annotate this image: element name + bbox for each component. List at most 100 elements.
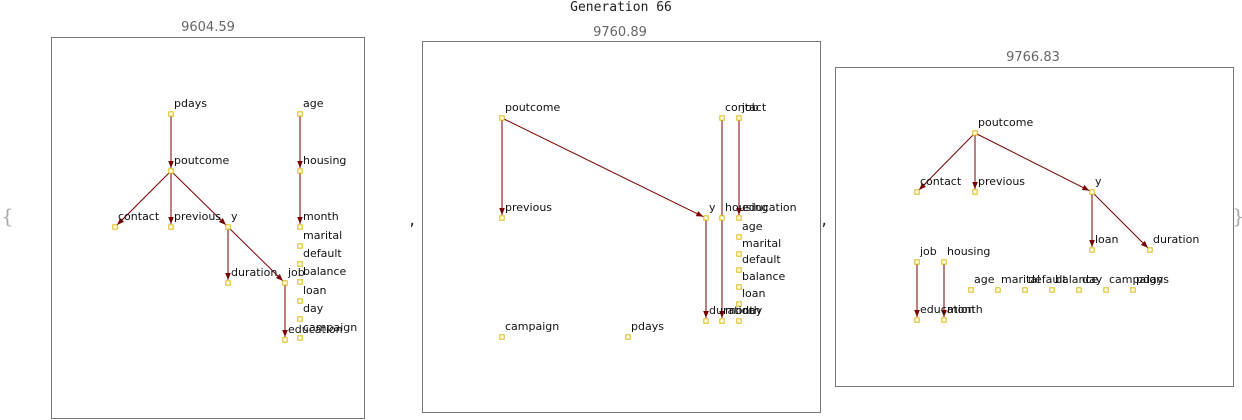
node-label-housing: housing: [303, 154, 346, 167]
edge-poutcome-to-contact: [116, 170, 172, 226]
node-pdays: [625, 334, 631, 340]
node-loan: [1089, 247, 1095, 253]
node-label-poutcome: poutcome: [505, 101, 560, 114]
node-housing: [719, 215, 725, 221]
node-label-previous: previous: [174, 210, 221, 223]
node-age: [297, 111, 303, 117]
node-label-poutcome: poutcome: [174, 154, 229, 167]
node-campaign: [1103, 287, 1109, 293]
node-label-y: y: [1095, 175, 1102, 188]
node-poutcome: [499, 115, 505, 121]
panel-2-score: 9760.89: [593, 25, 647, 40]
node-label-y: y: [709, 201, 716, 214]
node-contact: [914, 189, 920, 195]
edge-poutcome-to-y: [974, 132, 1090, 192]
generation-title: Generation 66: [570, 0, 672, 15]
separator-comma-1: ,: [408, 213, 417, 229]
network-panel-1: pdays age poutcome housing contact previous y m…: [51, 37, 365, 419]
node-label-month: month: [947, 303, 983, 316]
node-housing: [297, 168, 303, 174]
edge-y-to-job: [227, 226, 284, 282]
node-label-job: job: [741, 101, 759, 114]
node-label-duration: duration: [1153, 233, 1199, 246]
node-label-duration: duration: [231, 266, 277, 279]
node-previous: [168, 224, 174, 230]
node-loan: [297, 298, 303, 304]
node-label-contact: contact: [920, 175, 962, 188]
node-job: [736, 115, 742, 121]
separator-comma-2: ,: [820, 213, 829, 229]
network-panel-3: poutcome contact previous y loan duration job h…: [835, 67, 1234, 387]
node-label-campaign: campaign: [505, 320, 559, 333]
panel-3-frame: [835, 67, 1234, 387]
node-education: [914, 317, 920, 323]
node-label-poutcome: poutcome: [978, 116, 1033, 129]
node-duration: [703, 318, 709, 324]
node-label-pdays: pdays: [1136, 273, 1169, 286]
node-label-default: default: [1028, 273, 1067, 286]
node-label-pdays: pdays: [631, 320, 664, 333]
panel-2-frame: [422, 41, 821, 413]
node-label-contact: contact: [118, 210, 160, 223]
node-balance: [297, 279, 303, 285]
node-contact: [112, 224, 118, 230]
node-label-balance: balance: [1055, 273, 1099, 286]
node-education: [736, 215, 742, 221]
node-label-job: job: [919, 245, 937, 258]
edge-poutcome-to-y: [170, 170, 227, 226]
node-poutcome: [168, 168, 174, 174]
node-education: [282, 337, 288, 343]
node-month: [297, 224, 303, 230]
edge-poutcome-to-y: [501, 117, 704, 218]
node-balance: [1049, 287, 1055, 293]
edge-poutcome-to-contact: [918, 132, 976, 191]
node-label-day: day: [1082, 273, 1103, 286]
node-campaign: [297, 335, 303, 341]
node-pdays: [168, 111, 174, 117]
node-label-age: age: [742, 220, 763, 233]
node-label-default: default: [742, 253, 781, 266]
node-age: [736, 234, 742, 240]
node-job: [914, 259, 920, 265]
node-age: [968, 287, 974, 293]
node-label-y: y: [231, 210, 238, 223]
node-day: [297, 316, 303, 322]
node-label-education: education: [742, 201, 797, 214]
node-month: [941, 317, 947, 323]
panel-1-frame: [51, 37, 365, 419]
node-label-marital: marital: [1001, 273, 1040, 286]
node-default: [736, 267, 742, 273]
node-label-loan: loan: [303, 284, 327, 297]
node-label-default: default: [303, 247, 342, 260]
node-duration: [225, 280, 231, 286]
node-y: [225, 224, 231, 230]
node-balance: [736, 284, 742, 290]
node-previous: [972, 189, 978, 195]
node-label-month: month: [303, 210, 339, 223]
node-label-job: job: [287, 266, 305, 279]
node-label-day: day: [303, 302, 324, 315]
node-previous: [499, 215, 505, 221]
node-marital: [736, 251, 742, 257]
node-label-previous: previous: [505, 201, 552, 214]
node-label-campaign: campaign: [1109, 273, 1163, 286]
node-label-education: education: [288, 323, 343, 336]
node-label-loan: loan: [1095, 233, 1119, 246]
edge-y-to-duration: [1091, 191, 1149, 249]
node-day: [1076, 287, 1082, 293]
node-campaign: [499, 334, 505, 340]
node-label-campaign: campaign: [303, 321, 357, 334]
node-label-contact: contact: [725, 101, 767, 114]
node-marital: [995, 287, 1001, 293]
node-contact: [719, 115, 725, 121]
node-label-pdays: pdays: [174, 97, 207, 110]
node-day: [736, 318, 742, 324]
node-poutcome: [972, 130, 978, 136]
node-label-housing: housing: [947, 245, 990, 258]
panel-1-score: 9604.59: [181, 20, 235, 35]
close-brace: }: [1232, 206, 1242, 226]
node-label-marital: marital: [303, 229, 342, 242]
node-default: [1022, 287, 1028, 293]
node-job: [282, 280, 288, 286]
